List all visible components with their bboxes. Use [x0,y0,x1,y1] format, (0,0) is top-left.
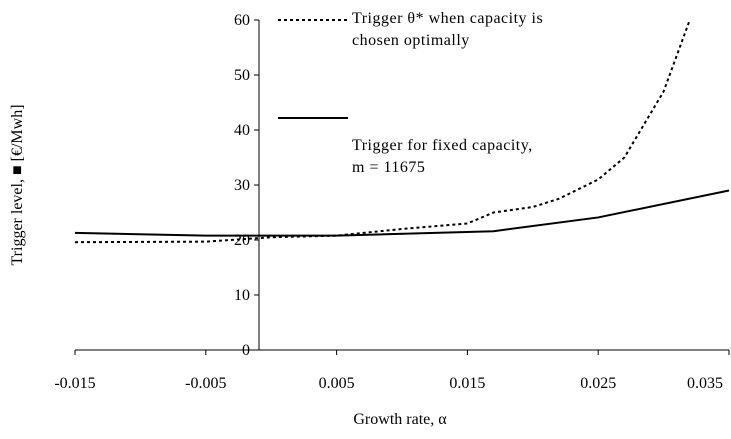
y-tick-label: 60 [234,12,250,29]
y-axis-label: Trigger level, ■ [€/Mwh] [9,104,26,265]
x-tick-label: 0.025 [580,375,616,392]
x-tick-label: 0.015 [449,375,485,392]
legend-label: Trigger θ* when capacity is chosen optim… [352,10,544,49]
x-tick-label: -0.005 [185,375,226,392]
y-tick-label: 0 [242,342,250,359]
y-tick-label: 10 [234,287,250,304]
y-tick-label: 40 [234,122,250,139]
x-tick-label: 0.005 [319,375,355,392]
x-axis-label: Growth rate, α [353,411,447,428]
series-line [74,19,691,244]
x-tick-label: -0.015 [54,375,95,392]
y-tick-label: 30 [234,177,250,194]
x-tick-label: 0.035 [687,375,723,392]
legend-label: Trigger for fixed capacity, m = 11675 [352,137,533,176]
y-tick-label: 50 [234,67,250,84]
series-line [74,189,730,237]
y-tick-label: 20 [234,232,250,249]
